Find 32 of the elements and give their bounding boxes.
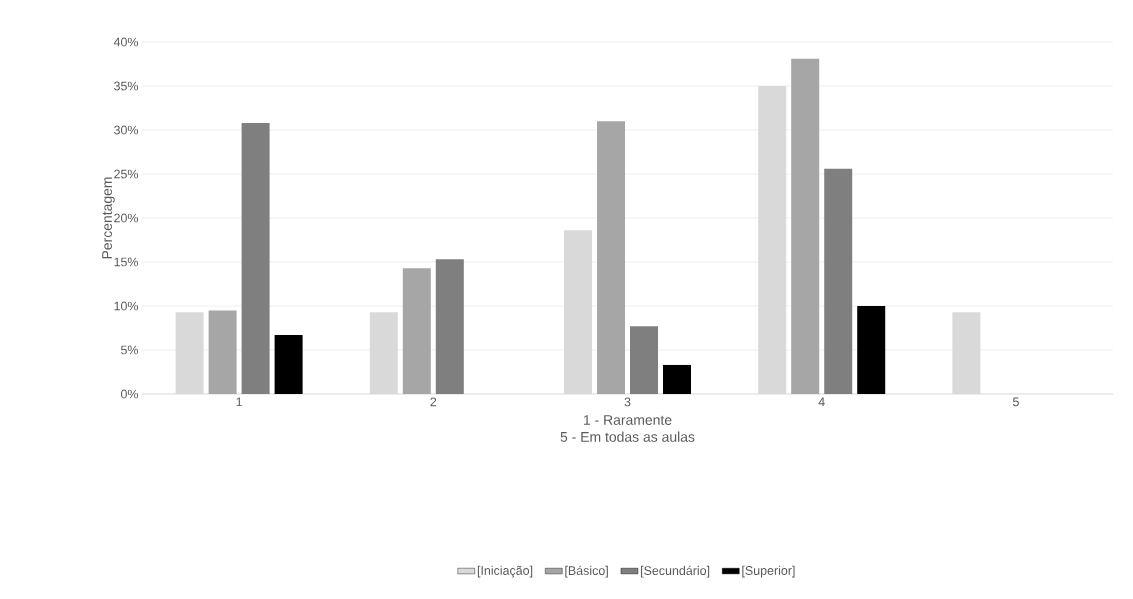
text: 5 - Em todas as aulas	[560, 431, 695, 442]
y-tick-label: 15%	[114, 257, 139, 267]
bar	[435, 259, 464, 394]
bar	[274, 335, 303, 394]
bar	[791, 58, 820, 394]
y-tick-label: 30%	[114, 125, 139, 135]
y-tick-label: 0%	[120, 389, 139, 399]
x-tick-label: 5	[1012, 397, 1019, 407]
x-tick-label: 1	[236, 397, 242, 407]
bar	[402, 268, 431, 394]
bar	[208, 310, 237, 394]
legend-label: [Secundário]	[641, 565, 710, 578]
y-tick-label: 20%	[114, 213, 139, 223]
bar	[663, 364, 692, 394]
legend-label: [Iniciação]	[477, 565, 533, 578]
bar	[857, 305, 886, 394]
y-tick-label: 5%	[120, 345, 139, 355]
y-tick-label: 35%	[114, 81, 139, 91]
y-tick-label: 10%	[114, 301, 139, 311]
y-axis-title: Percentagem	[102, 177, 115, 259]
x-tick-label: 2	[430, 397, 437, 407]
bar	[241, 122, 270, 394]
legend-label: [Básico]	[565, 565, 608, 578]
y-tick-label: 25%	[114, 169, 139, 179]
bar	[824, 168, 853, 394]
bar	[597, 121, 626, 394]
bar	[630, 326, 659, 394]
x-tick-label: 3	[624, 397, 631, 407]
x-tick-label: 4	[818, 397, 825, 407]
legend-label: [Superior]	[742, 565, 795, 578]
y-tick-label: 40%	[113, 37, 139, 47]
x-axis-title: 1 - Raramente	[584, 415, 672, 425]
